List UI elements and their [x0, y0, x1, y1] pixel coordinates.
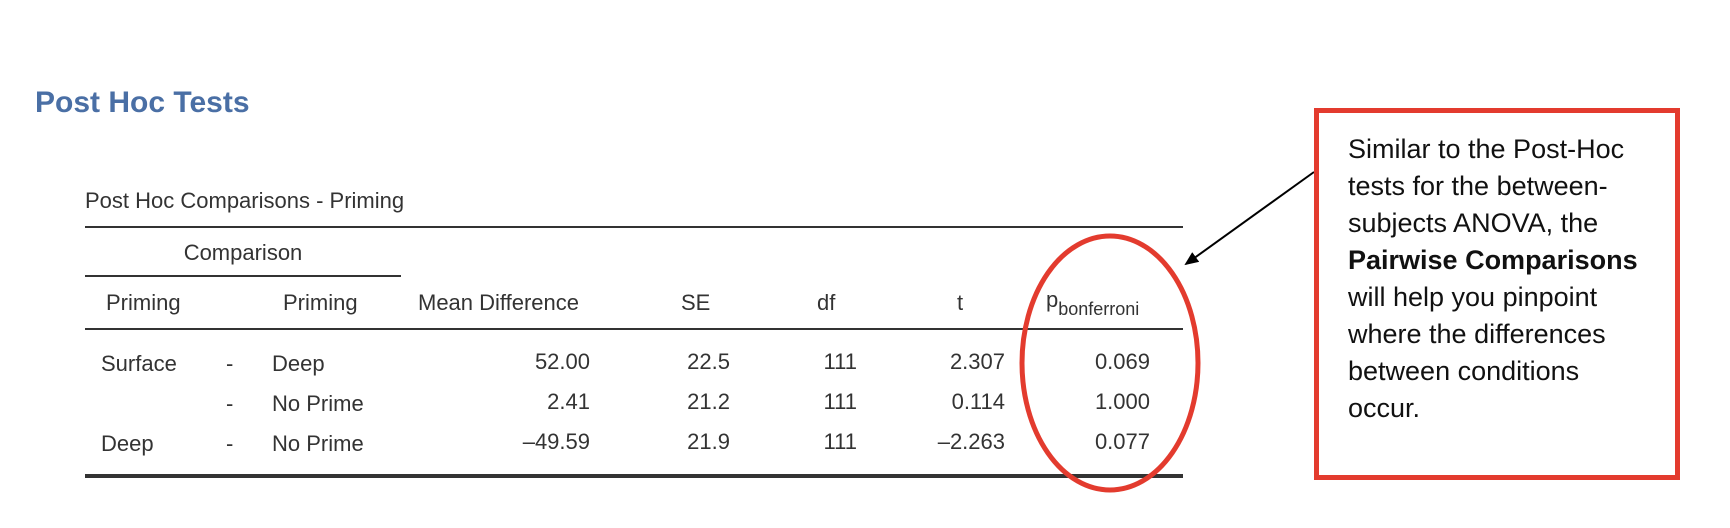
highlight-ellipse [1019, 233, 1201, 493]
callout-box: Similar to the Post-Hoc tests for the be… [1314, 108, 1680, 480]
col-header-mean-difference: Mean Difference [418, 290, 580, 315]
table-top-rule [85, 226, 1183, 228]
p-subscript: bonferroni [1058, 299, 1140, 319]
col-header-df: df [817, 290, 836, 315]
col-header-se: SE [681, 290, 711, 315]
row-mean-difference: –49.59 [522, 429, 590, 454]
callout-text-before: Similar to the Post-Hoc tests for the be… [1348, 134, 1625, 238]
row-se: 22.5 [687, 349, 730, 374]
col-header-p-bonferroni: pbonferroni [1046, 287, 1139, 319]
row-p-bonferroni: 0.077 [1094, 429, 1150, 454]
row-se: 21.2 [687, 389, 730, 414]
row-df: 111 [823, 429, 857, 454]
row-se: 21.9 [687, 429, 730, 454]
p-symbol: p [1046, 287, 1059, 312]
row-t: 2.307 [949, 349, 1005, 374]
header-bottom-rule [85, 328, 1183, 330]
annotation-arrow [1184, 171, 1315, 266]
comparison-group-rule [85, 275, 401, 277]
row-mean-difference: 52.00 [534, 349, 590, 374]
comparison-group-header: Comparison [183, 240, 303, 265]
row-df: 111 [823, 349, 857, 374]
row-t: 0.114 [951, 389, 1005, 414]
table-title: Post Hoc Comparisons - Priming [85, 188, 405, 213]
row-dash: - [226, 391, 234, 416]
col-header-t: t [957, 290, 964, 315]
section-title: Post Hoc Tests [35, 86, 250, 119]
row-group-1: Surface [101, 351, 177, 376]
row-group-1: Deep [101, 431, 154, 456]
row-p-bonferroni: 0.069 [1094, 349, 1150, 374]
col-header-priming-2: Priming [283, 290, 358, 315]
row-group-2: Deep [272, 351, 325, 376]
callout-text-bold: Pairwise Comparisons [1348, 245, 1638, 275]
callout-text-after: will help you pinpoint where the differe… [1348, 282, 1606, 423]
col-header-priming-1: Priming [106, 290, 181, 315]
row-t: –2.263 [937, 429, 1005, 454]
row-df: 111 [823, 389, 857, 414]
row-p-bonferroni: 1.000 [1094, 389, 1150, 414]
row-dash: - [226, 431, 234, 456]
row-mean-difference: 2.41 [547, 389, 590, 414]
row-group-2: No Prime [272, 391, 364, 416]
row-group-2: No Prime [272, 431, 364, 456]
table-bottom-rule [85, 474, 1183, 478]
row-dash: - [226, 351, 234, 376]
